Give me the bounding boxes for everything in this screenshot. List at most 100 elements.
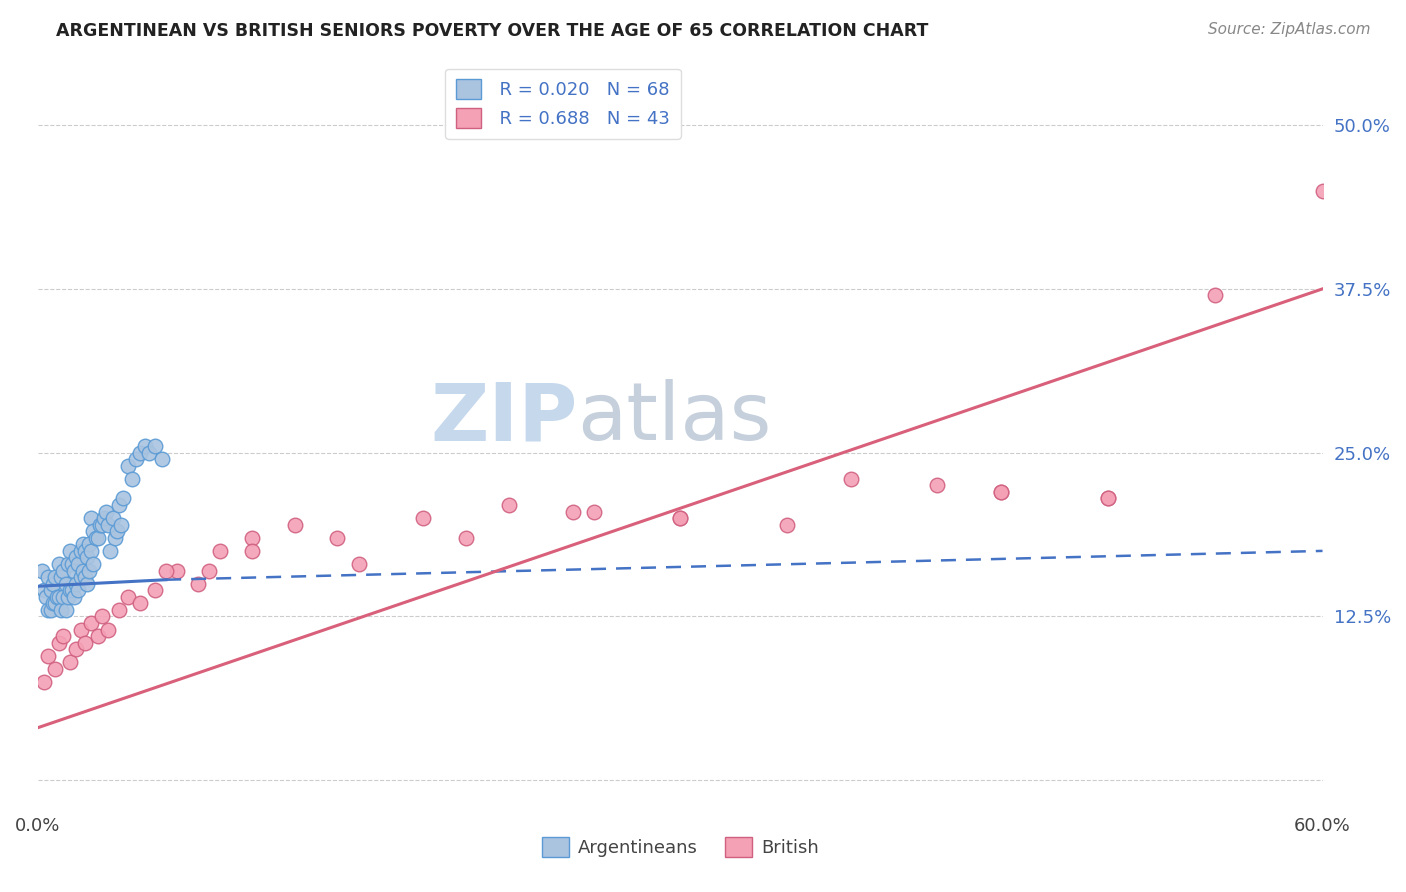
Point: [59, 544, 82, 558]
Point: [65, 576, 87, 591]
Point: [31, 564, 53, 578]
Point: [51, 570, 73, 584]
Text: ZIP: ZIP: [430, 379, 578, 457]
Point: [82, 557, 104, 571]
Point: [1204, 288, 1226, 302]
Point: [84, 531, 107, 545]
Point: [65, 550, 87, 565]
Point: [51, 603, 73, 617]
Point: [55, 576, 77, 591]
Point: [86, 629, 108, 643]
Point: [37, 648, 59, 663]
Point: [69, 623, 91, 637]
Point: [108, 498, 131, 512]
Point: [48, 557, 70, 571]
Point: [240, 531, 263, 545]
Point: [97, 517, 120, 532]
Point: [208, 544, 231, 558]
Point: [63, 564, 86, 578]
Point: [93, 511, 115, 525]
Point: [90, 517, 112, 532]
Point: [72, 537, 94, 551]
Point: [105, 524, 128, 539]
Point: [112, 491, 135, 506]
Point: [80, 511, 103, 525]
Point: [82, 524, 104, 539]
Point: [77, 564, 100, 578]
Text: Source: ZipAtlas.com: Source: ZipAtlas.com: [1208, 22, 1371, 37]
Point: [198, 564, 221, 578]
Point: [562, 505, 585, 519]
Point: [76, 550, 98, 565]
Point: [129, 596, 152, 610]
Point: [86, 531, 108, 545]
Point: [39, 603, 62, 617]
Point: [669, 511, 692, 525]
Point: [37, 603, 59, 617]
Point: [101, 511, 124, 525]
Point: [117, 458, 139, 473]
Point: [65, 642, 87, 657]
Point: [145, 583, 167, 598]
Point: [41, 596, 63, 610]
Point: [108, 603, 131, 617]
Point: [52, 590, 75, 604]
Point: [69, 570, 91, 584]
Point: [59, 583, 82, 598]
Point: [187, 576, 209, 591]
Point: [56, 590, 79, 604]
Point: [1312, 184, 1334, 198]
Point: [990, 485, 1012, 500]
Point: [125, 452, 148, 467]
Point: [60, 557, 83, 571]
Point: [150, 452, 173, 467]
Point: [63, 590, 86, 604]
Point: [155, 564, 177, 578]
Point: [90, 609, 112, 624]
Text: atlas: atlas: [578, 379, 772, 457]
Point: [89, 517, 111, 532]
Point: [32, 583, 55, 598]
Point: [73, 544, 96, 558]
Point: [80, 544, 103, 558]
Point: [117, 590, 139, 604]
Point: [166, 564, 188, 578]
Point: [73, 570, 96, 584]
Point: [44, 570, 66, 584]
Point: [69, 544, 91, 558]
Point: [145, 439, 167, 453]
Text: ARGENTINEAN VS BRITISH SENIORS POVERTY OVER THE AGE OF 65 CORRELATION CHART: ARGENTINEAN VS BRITISH SENIORS POVERTY O…: [56, 22, 928, 40]
Point: [841, 472, 863, 486]
Point: [776, 517, 799, 532]
Point: [1097, 491, 1119, 506]
Point: [240, 544, 263, 558]
Point: [48, 590, 70, 604]
Point: [77, 537, 100, 551]
Point: [1097, 491, 1119, 506]
Point: [110, 517, 132, 532]
Point: [44, 662, 66, 676]
Point: [52, 629, 75, 643]
Point: [326, 531, 349, 545]
Point: [97, 623, 120, 637]
Point: [67, 583, 90, 598]
Point: [67, 557, 90, 571]
Point: [284, 517, 307, 532]
Point: [32, 674, 55, 689]
Point: [990, 485, 1012, 500]
Point: [55, 603, 77, 617]
Point: [76, 576, 98, 591]
Point: [129, 445, 152, 459]
Point: [80, 615, 103, 630]
Point: [72, 564, 94, 578]
Point: [60, 583, 83, 598]
Point: [925, 478, 948, 492]
Point: [104, 531, 127, 545]
Point: [59, 655, 82, 669]
Point: [41, 576, 63, 591]
Point: [96, 505, 118, 519]
Point: [46, 590, 69, 604]
Point: [100, 544, 122, 558]
Point: [35, 590, 58, 604]
Point: [347, 557, 370, 571]
